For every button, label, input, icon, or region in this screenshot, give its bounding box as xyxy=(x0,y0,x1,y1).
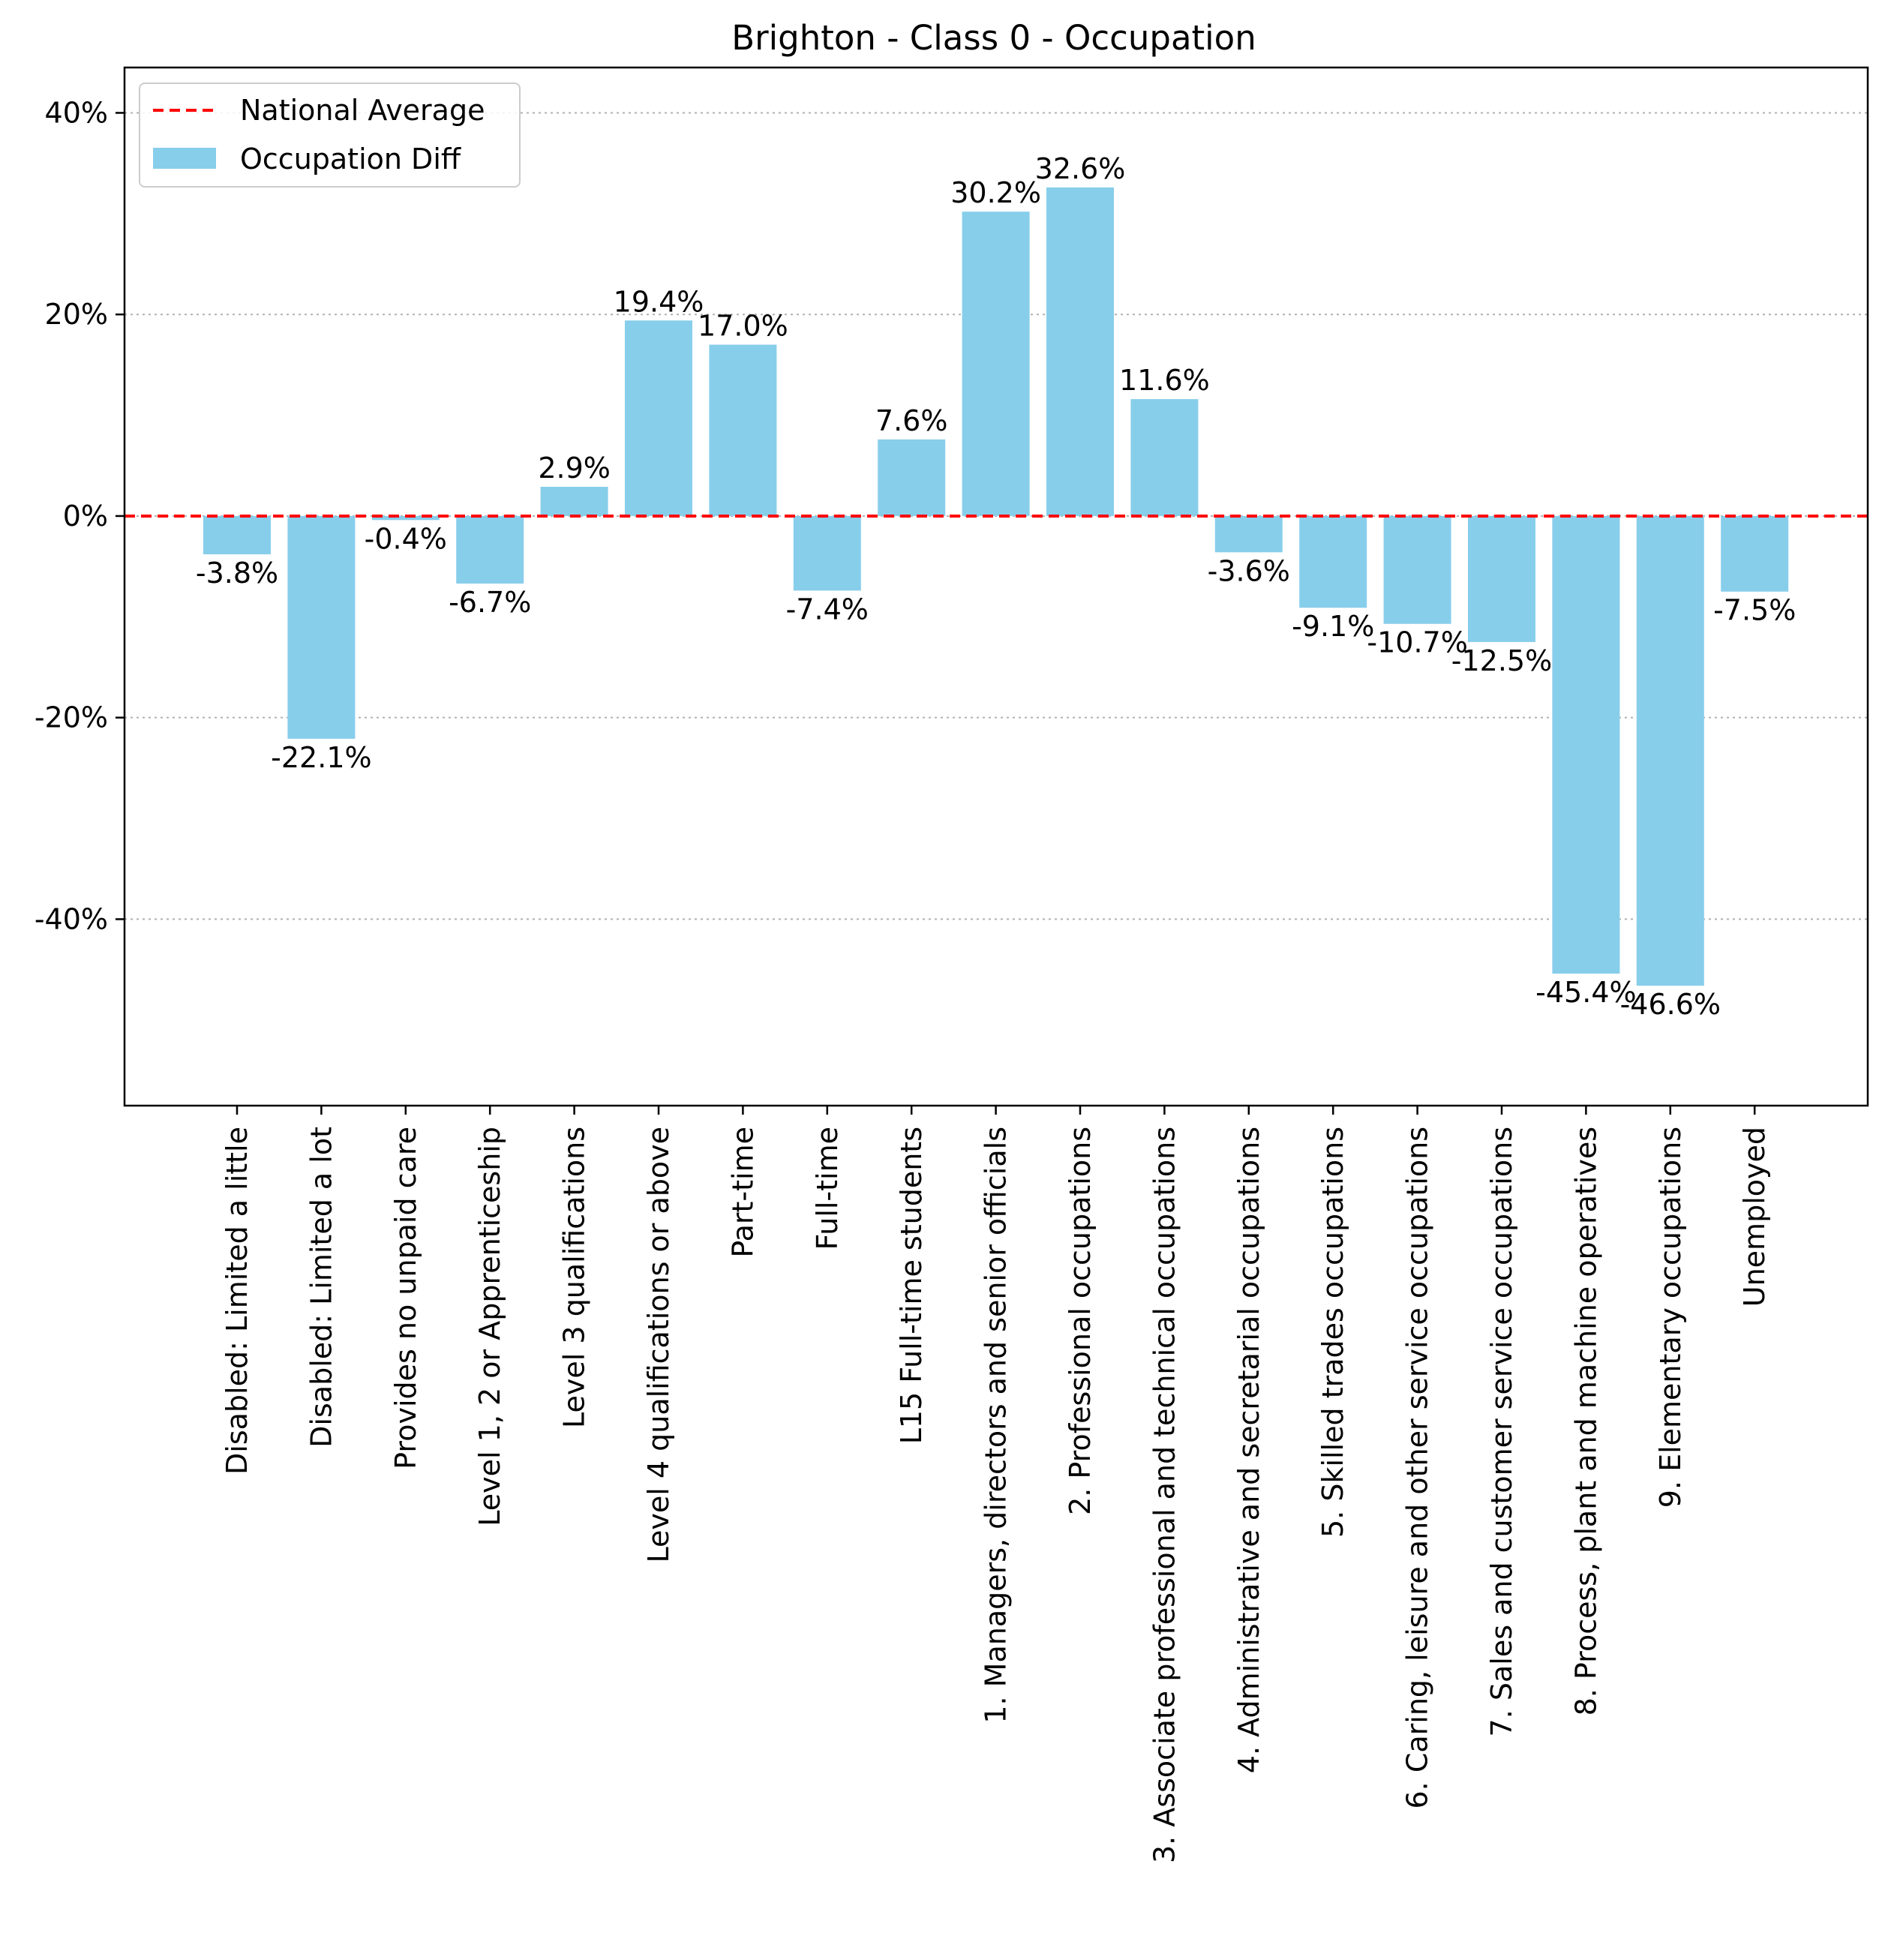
y-tick-label: -40% xyxy=(35,902,108,935)
legend: National Average Occupation Diff xyxy=(139,83,521,188)
bar xyxy=(1214,515,1283,553)
bar xyxy=(1468,515,1535,642)
x-tick-label: Full-time xyxy=(811,1127,844,1250)
legend-label-occupation-diff: Occupation Diff xyxy=(240,143,461,176)
x-tick-label: Level 3 qualifications xyxy=(558,1127,591,1428)
bar-value-label: -7.4% xyxy=(786,593,869,626)
x-tick-label: 9. Elementary occupations xyxy=(1654,1127,1687,1508)
x-tick-label: 1. Managers, directors and senior offici… xyxy=(980,1127,1013,1724)
chart-title: Brighton - Class 0 - Occupation xyxy=(731,18,1256,58)
bar-value-label: 7.6% xyxy=(875,404,948,437)
bar xyxy=(540,486,608,516)
bar-value-label: -0.4% xyxy=(365,522,447,555)
bar-value-label: -45.4% xyxy=(1535,976,1636,1009)
axes-frame xyxy=(123,66,1869,1107)
y-tick-label: -20% xyxy=(35,701,108,734)
bar-value-label: 32.6% xyxy=(1035,152,1126,185)
bar xyxy=(456,515,524,584)
y-tick-label: 0% xyxy=(63,500,108,533)
x-tick-label: 5. Skilled trades occupations xyxy=(1316,1127,1349,1538)
value-labels: -3.8% -22.1% -0.4%-6.7% 2.9% 19.4%17.0% -7.4%… xyxy=(196,152,1796,1021)
x-tick-label: Unemployed xyxy=(1738,1127,1771,1307)
bars xyxy=(203,187,1789,986)
bar-value-label: 11.6% xyxy=(1119,364,1210,397)
bar-value-label: -12.5% xyxy=(1451,644,1552,677)
y-tick-label: 20% xyxy=(45,298,108,331)
bar xyxy=(1299,515,1367,608)
bar-value-label: -6.7% xyxy=(449,586,531,619)
bar xyxy=(203,515,271,555)
bar xyxy=(1552,515,1620,974)
bar-value-label: -46.6% xyxy=(1620,988,1721,1021)
bar-value-label: 2.9% xyxy=(538,452,611,485)
x-tick-label: 8. Process, plant and machine operatives xyxy=(1569,1127,1602,1715)
y-axis-ticks: 40% 20% 0% -20% -40% xyxy=(35,96,125,935)
x-tick-label: 6. Caring, leisure and other service occ… xyxy=(1401,1127,1434,1809)
bar-value-label: -7.5% xyxy=(1713,594,1796,627)
bar xyxy=(1721,515,1789,592)
y-tick-label: 40% xyxy=(45,96,108,129)
legend-box xyxy=(139,83,521,188)
bar xyxy=(878,439,946,516)
bar-value-label: -3.6% xyxy=(1208,554,1290,587)
x-tick-label: Provides no unpaid care xyxy=(389,1127,422,1469)
bar xyxy=(1383,515,1451,624)
x-axis-ticks: Disabled: Limited a little Disabled: Limi… xyxy=(221,1106,1771,1863)
bar xyxy=(793,515,861,591)
bar-value-label: -10.7% xyxy=(1367,626,1467,659)
x-tick-label: Level 1, 2 or Apprenticeship xyxy=(473,1127,506,1526)
x-tick-label: L15 Full-time students xyxy=(895,1127,928,1444)
x-tick-label: 3. Associate professional and technical … xyxy=(1148,1127,1181,1863)
x-tick-label: Disabled: Limited a lot xyxy=(305,1127,338,1448)
bar xyxy=(1636,515,1704,986)
x-tick-label: Level 4 qualifications or above xyxy=(642,1127,675,1563)
bar-value-label: 17.0% xyxy=(698,310,788,343)
legend-label-national-average: National Average xyxy=(240,94,485,127)
x-tick-label: 4. Administrative and secretarial occupa… xyxy=(1232,1127,1265,1773)
bar-value-label: -3.8% xyxy=(196,557,278,590)
bar xyxy=(371,515,440,521)
bar-value-label: 19.4% xyxy=(614,285,704,318)
bar xyxy=(287,515,356,739)
bar-value-label: 30.2% xyxy=(950,176,1041,209)
x-tick-label: Disabled: Limited a little xyxy=(221,1127,254,1475)
bar xyxy=(709,344,777,516)
bar xyxy=(962,212,1030,516)
bar xyxy=(1046,187,1114,516)
x-tick-label: 2. Professional occupations xyxy=(1064,1127,1097,1515)
x-tick-label: 7. Sales and customer service occupation… xyxy=(1485,1127,1518,1736)
legend-swatch-occupation-diff xyxy=(153,148,216,169)
bar xyxy=(1130,399,1199,516)
bar-value-label: -9.1% xyxy=(1292,610,1374,643)
bar xyxy=(625,320,692,516)
bar-value-label: -22.1% xyxy=(271,741,371,774)
x-tick-label: Part-time xyxy=(726,1127,759,1258)
